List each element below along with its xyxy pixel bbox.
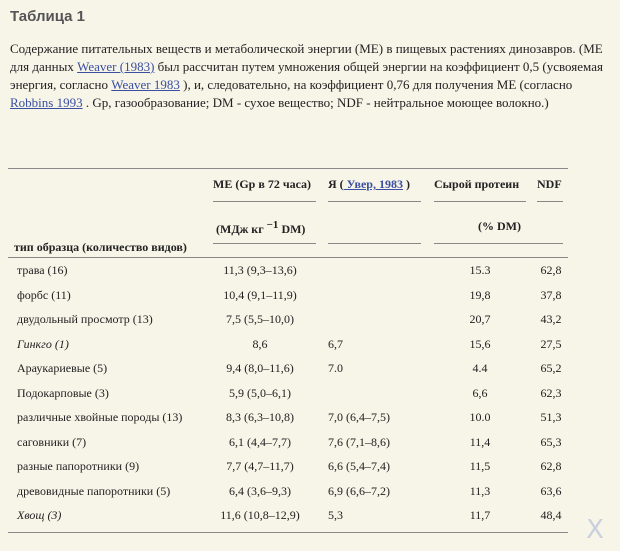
- cell-sample-type: Гинкго (1): [17, 336, 69, 351]
- cell-protein: 11,4: [469, 434, 491, 449]
- cell-me: 11,3 (9,3–13,6): [223, 263, 297, 277]
- cell-me: 11,6 (10,8–12,9): [220, 508, 300, 522]
- cell-protein: 15.3: [469, 263, 491, 277]
- cell-ya: 6,6 (5,4–7,4): [328, 459, 390, 473]
- table-row: саговники (7) 6,1 (4,4–7,7) 7,6 (7,1–8,6) 1…: [0, 431, 620, 455]
- cell-sample-type: саговники (7): [17, 434, 87, 449]
- table-row: двудольный просмотр (13) 7,5 (5,5–10,0) 20…: [0, 308, 620, 332]
- header-protein: Сырой протеин: [434, 177, 520, 191]
- cell-protein: 10.0: [469, 410, 491, 424]
- cell-ndf: 27,5: [540, 336, 562, 351]
- header-pct-dm: (% DM): [478, 219, 521, 233]
- cell-ya: 5,3: [328, 508, 343, 522]
- table-row: трава (16) 11,3 (9,3–13,6) 15.3 62,8: [0, 259, 620, 283]
- cell-ndf: 65,2: [540, 361, 562, 375]
- header-ya-unit-underline: [328, 243, 421, 244]
- cell-ndf: 62,8: [540, 263, 562, 277]
- caption-text-2: был рассчитан путем умножения общей энер…: [10, 59, 603, 92]
- cell-ndf: 48,4: [540, 508, 562, 522]
- caption-link-weaver-1983-b[interactable]: Weaver 1983: [111, 77, 180, 92]
- cell-sample-type: Араукариевые (5): [17, 361, 108, 375]
- caption-link-weaver-1983[interactable]: Weaver (1983): [77, 59, 155, 74]
- table-row: Подокарповые (3) 5,9 (5,0–6,1) 6,6 62,3: [0, 382, 620, 406]
- header-type: тип образца (количество видов): [14, 240, 187, 254]
- watermark-logo: X: [586, 515, 604, 545]
- cell-sample-type: различные хвойные породы (13): [17, 410, 183, 424]
- cell-ndf: 62,3: [540, 385, 562, 400]
- cell-me: 7,7 (4,7–11,7): [226, 459, 294, 473]
- table-row: Араукариевые (5) 9,4 (8,0–11,6) 7.0 4.4 65,2: [0, 357, 620, 381]
- cell-ndf: 63,6: [540, 483, 562, 498]
- cell-sample-type: форбс (11): [17, 287, 71, 302]
- cell-ya: 7,0 (6,4–7,5): [328, 410, 390, 424]
- cell-ya: 6,9 (6,6–7,2): [328, 483, 390, 498]
- cell-protein: 11,7: [469, 508, 491, 522]
- header-me-underline: [213, 201, 316, 202]
- table-row: разные папоротники (9) 7,7 (4,7–11,7) 6,6 …: [0, 455, 620, 479]
- cell-protein: 6,6: [472, 385, 488, 400]
- cell-ndf: 37,8: [540, 287, 562, 302]
- cell-sample-type: разные папоротники (9): [17, 459, 140, 473]
- me-unit-exponent: −1: [266, 219, 279, 231]
- cell-sample-type: Подокарповые (3): [17, 385, 109, 400]
- header-me: ME (Gp в 72 часа): [213, 177, 312, 191]
- cell-ndf: 62,8: [540, 459, 562, 473]
- cell-me: 7,5 (5,5–10,0): [226, 312, 294, 326]
- header-protein-underline: [434, 201, 526, 202]
- table-top-rule: [8, 168, 568, 169]
- header-me-unit: (МДж кг −1 DM): [216, 219, 305, 237]
- header-ya: Я ( Увер, 1983 ): [328, 177, 410, 192]
- me-unit-text: (МДж кг: [216, 222, 267, 236]
- caption-link-robbins-1993[interactable]: Robbins 1993: [10, 95, 83, 110]
- table-header-rule: [8, 257, 568, 258]
- caption-text-3: ), и, следовательно, на коэффициент 0,76…: [179, 77, 573, 92]
- header-me-unit-underline: [213, 243, 316, 244]
- cell-protein: 19,8: [469, 287, 491, 302]
- cell-protein: 11,5: [469, 459, 491, 473]
- table-row: различные хвойные породы (13) 8,3 (6,3–10…: [0, 406, 620, 430]
- caption-text-1: Содержание питательных веществ и метабол…: [10, 41, 603, 74]
- cell-me: 8,6: [252, 336, 268, 351]
- header-ndf: NDF: [537, 177, 562, 191]
- header-pct-underline: [434, 243, 563, 244]
- cell-ya: 7.0: [328, 361, 343, 375]
- cell-protein: 20,7: [469, 312, 491, 326]
- cell-ndf: 65,3: [540, 434, 562, 449]
- table-bottom-rule: [8, 532, 568, 533]
- cell-sample-type: двудольный просмотр (13): [17, 312, 153, 326]
- cell-ndf: 51,3: [540, 410, 562, 424]
- cell-ndf: 43,2: [540, 312, 562, 326]
- header-ndf-underline: [537, 201, 563, 202]
- cell-me: 5,9 (5,0–6,1): [229, 385, 291, 400]
- table-row: форбс (11) 10,4 (9,1–11,9) 19,8 37,8: [0, 284, 620, 308]
- cell-sample-type: древовидные папоротники (5): [17, 483, 171, 498]
- cell-me: 10,4 (9,1–11,9): [223, 287, 297, 302]
- cell-sample-type: Хвощ (3): [17, 508, 62, 522]
- cell-me: 6,1 (4,4–7,7): [229, 434, 291, 449]
- header-ya-suffix: ): [402, 177, 410, 191]
- header-ya-link[interactable]: Увер, 1983: [343, 177, 403, 191]
- me-unit-text-b: DM): [278, 222, 306, 236]
- cell-me: 8,3 (6,3–10,8): [226, 410, 294, 424]
- caption-text-4: . Gp, газообразование; DM - сухое вещест…: [82, 95, 549, 110]
- header-ya-prefix: Я (: [328, 177, 344, 191]
- table-row: древовидные папоротники (5) 6,4 (3,6–9,3)…: [0, 480, 620, 504]
- cell-protein: 15,6: [469, 336, 491, 351]
- cell-me: 9,4 (8,0–11,6): [226, 361, 294, 375]
- header-ya-underline: [328, 201, 421, 202]
- cell-ya: 6,7: [328, 336, 343, 351]
- cell-me: 6,4 (3,6–9,3): [229, 483, 291, 498]
- table-title: Таблица 1: [10, 8, 86, 25]
- table-row: Гинкго (1) 8,6 6,7 15,6 27,5: [0, 333, 620, 357]
- table-caption: Содержание питательных веществ и метабол…: [10, 40, 608, 112]
- cell-sample-type: трава (16): [17, 263, 68, 277]
- table-row: Хвощ (3) 11,6 (10,8–12,9) 5,3 11,7 48,4: [0, 504, 620, 528]
- cell-protein: 4.4: [472, 361, 488, 375]
- cell-ya: 7,6 (7,1–8,6): [328, 434, 390, 449]
- cell-protein: 11,3: [469, 483, 491, 498]
